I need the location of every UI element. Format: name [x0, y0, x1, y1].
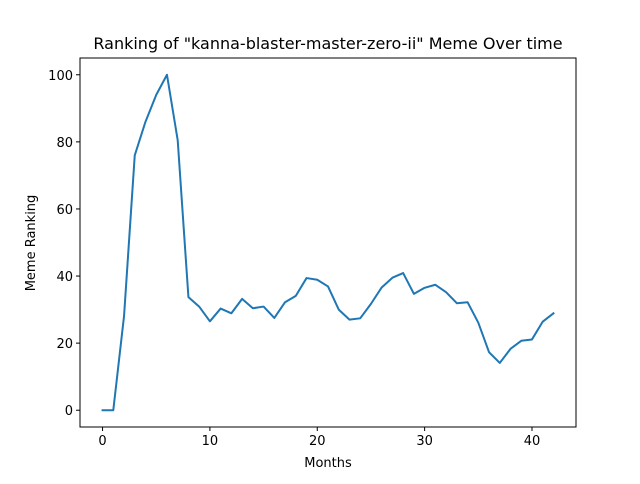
- y-tick-label: 20: [56, 337, 73, 352]
- chart-title: Ranking of "kanna-blaster-master-zero-ii…: [93, 34, 562, 53]
- x-axis-label: Months: [304, 456, 352, 471]
- y-tick-label: 100: [48, 69, 73, 84]
- series-line: [101, 73, 555, 412]
- x-tick-label: 0: [98, 434, 106, 449]
- x-tick-label: 20: [309, 434, 326, 449]
- x-tick-label: 40: [524, 434, 541, 449]
- x-tick-label: 10: [202, 434, 219, 449]
- axis-ticks: 0 10 20 30 40 0 20 40 60 80 100: [48, 69, 540, 449]
- series-layer: [101, 73, 555, 412]
- plot-area-frame: [79, 57, 577, 428]
- y-tick-label: 80: [56, 136, 73, 151]
- y-tick-label: 40: [56, 270, 73, 285]
- x-tick-label: 30: [416, 434, 433, 449]
- y-axis-label: Meme Ranking: [24, 195, 39, 292]
- y-tick-label: 60: [56, 203, 73, 218]
- y-tick-label: 0: [65, 404, 73, 419]
